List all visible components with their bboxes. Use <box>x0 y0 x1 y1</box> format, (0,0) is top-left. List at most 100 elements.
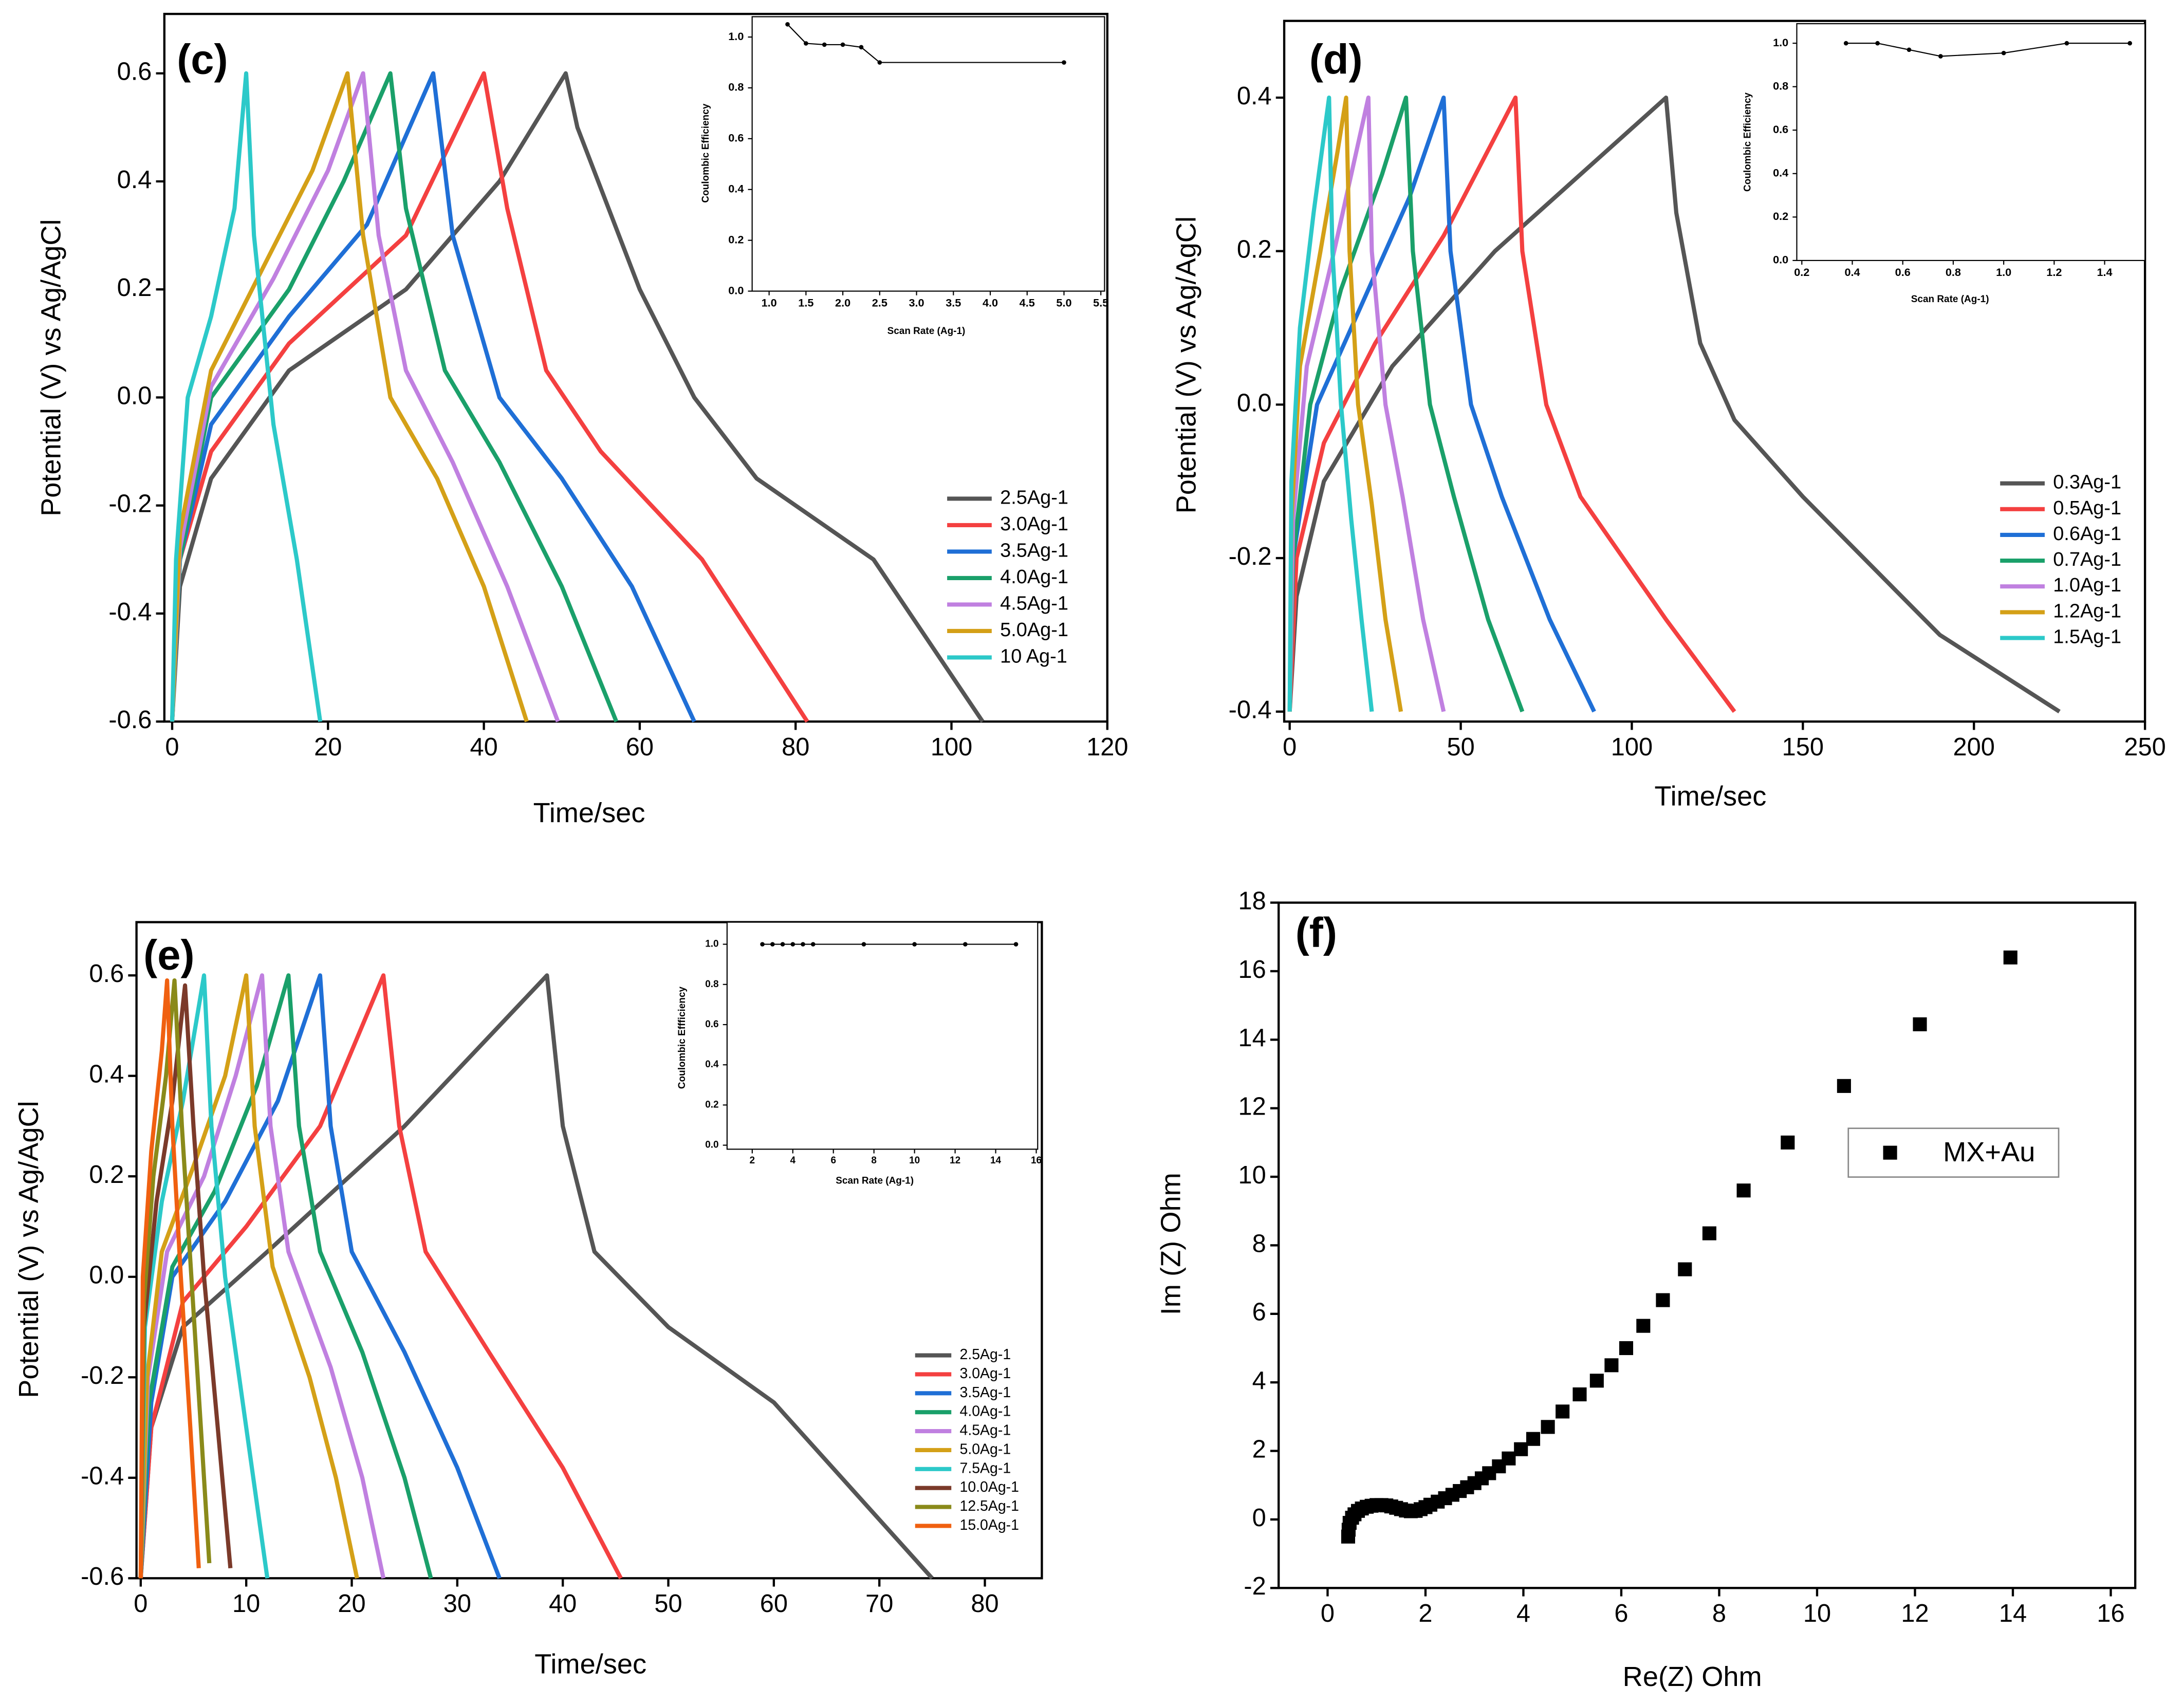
y-tick-label: 0.0 <box>1237 389 1272 417</box>
series-line <box>1287 95 1736 713</box>
x-axis-label: Time/sec <box>1655 781 1767 812</box>
legend-label: 4.0Ag-1 <box>960 1403 1011 1420</box>
y-axis-label: Potential (V) vs Ag/AgCl <box>13 1101 44 1398</box>
series-line <box>138 973 934 1580</box>
x-tick-label: 12 <box>950 1155 960 1166</box>
x-tick-label: 2.5 <box>872 296 887 309</box>
y-tick-label: 0.0 <box>117 382 152 410</box>
y-tick-label: -0.2 <box>108 490 152 518</box>
data-point <box>877 60 882 65</box>
x-tick-label: 80 <box>971 1590 998 1618</box>
data-point <box>801 942 805 947</box>
y-axis-label: Coulombic Efficiency <box>1743 92 1753 192</box>
y-tick-label: 0.6 <box>705 1019 718 1030</box>
y-tick-label: 2 <box>1252 1435 1266 1463</box>
x-tick-label: 6 <box>1614 1600 1628 1627</box>
y-tick-label: -0.6 <box>81 1563 124 1590</box>
plot-frame <box>1278 901 2137 1589</box>
y-tick-label: 0.6 <box>117 58 152 86</box>
x-tick-label: 3.5 <box>946 296 961 309</box>
data-point <box>1843 41 1848 46</box>
x-tick-label: 16 <box>2097 1600 2124 1627</box>
x-axis-label: Scan Rate (Ag-1) <box>887 326 966 337</box>
data-point <box>1556 1404 1570 1419</box>
data-point <box>760 942 765 947</box>
y-tick-label: 4 <box>1252 1367 1266 1395</box>
series-line <box>138 973 359 1579</box>
legend-label: 3.5Ag-1 <box>960 1384 1011 1401</box>
data-point <box>1678 1262 1692 1276</box>
data-point <box>2064 41 2069 46</box>
y-tick-label: -0.4 <box>1229 696 1272 724</box>
x-tick-label: 12 <box>1901 1600 1929 1627</box>
legend-label: 2.5Ag-1 <box>960 1346 1011 1363</box>
x-tick-label: 10 <box>232 1590 260 1618</box>
legend-label: 2.5Ag-1 <box>1000 487 1068 508</box>
data-point <box>1938 54 1943 59</box>
x-tick-label: 100 <box>1611 733 1653 761</box>
data-point <box>963 942 968 947</box>
y-tick-label: -0.2 <box>1229 543 1272 570</box>
series-line <box>138 978 212 1579</box>
series-line <box>1287 95 2061 714</box>
y-tick-label: 16 <box>1238 956 1266 984</box>
x-tick-label: 8 <box>871 1155 877 1166</box>
x-tick-label: 4 <box>1516 1600 1530 1627</box>
y-tick-label: 12 <box>1238 1093 1266 1121</box>
x-axis-label: Scan Rate (Ag-1) <box>836 1176 914 1187</box>
y-tick-label: 0.8 <box>728 81 744 94</box>
y-tick-label: 0.2 <box>117 274 152 302</box>
legend-label: 1.0Ag-1 <box>2053 574 2121 596</box>
data-point <box>785 22 790 27</box>
data-point <box>810 942 816 947</box>
y-tick-label: 0.6 <box>1773 123 1788 136</box>
x-axis-label: Time/sec <box>534 1648 646 1679</box>
y-tick-label: -2 <box>1244 1572 1266 1600</box>
data-point <box>790 942 795 947</box>
legend-label: 10.0Ag-1 <box>960 1479 1019 1495</box>
data-point <box>859 45 864 50</box>
x-tick-label: 40 <box>470 733 497 761</box>
y-tick-label: 0 <box>1252 1504 1266 1532</box>
data-point <box>2127 41 2132 46</box>
series-line <box>170 71 529 722</box>
y-tick-label: 8 <box>1252 1230 1266 1257</box>
x-tick-label: 100 <box>931 733 972 761</box>
y-tick-label: 0.0 <box>728 284 744 296</box>
data-point <box>1604 1358 1619 1373</box>
x-tick-label: 0 <box>165 733 179 761</box>
panel-label: (e) <box>143 932 194 979</box>
series-line <box>1287 95 1446 712</box>
legend-label: 0.6Ag-1 <box>2053 523 2121 545</box>
data-point <box>1837 1079 1851 1093</box>
y-tick-label: 1.0 <box>705 939 718 950</box>
y-axis-label: Potential (V) vs Ag/AgCl <box>1171 216 1201 513</box>
y-tick-label: -0.6 <box>108 706 152 734</box>
x-tick-label: 14 <box>1999 1600 2027 1627</box>
y-axis-label: Coulombic Effficiency <box>677 986 688 1089</box>
x-tick-label: 6 <box>830 1155 836 1166</box>
x-tick-label: 0.4 <box>1844 266 1860 279</box>
data-point <box>1875 41 1880 46</box>
y-tick-label: 0.2 <box>1773 210 1788 223</box>
x-tick-label: 1.0 <box>762 296 777 309</box>
x-tick-label: 60 <box>760 1590 788 1618</box>
x-tick-label: 150 <box>1782 733 1824 761</box>
x-tick-label: 3.0 <box>909 296 924 309</box>
series-line <box>1287 95 1374 712</box>
data-point <box>1907 47 1912 52</box>
x-tick-label: 40 <box>549 1590 577 1618</box>
legend-label: 7.5Ag-1 <box>960 1460 1011 1476</box>
data-point <box>1619 1341 1634 1356</box>
x-tick-label: 70 <box>865 1590 893 1618</box>
y-tick-label: 0.2 <box>705 1099 718 1110</box>
x-tick-label: 2 <box>1418 1600 1432 1627</box>
x-tick-label: 0 <box>1321 1600 1335 1627</box>
y-tick-label: 0.2 <box>1237 236 1272 264</box>
data-point <box>1656 1293 1670 1307</box>
y-tick-label: 1.0 <box>728 30 744 43</box>
y-tick-label: 0.4 <box>1773 166 1788 179</box>
data-point <box>1572 1387 1587 1402</box>
series-line <box>1287 95 1596 713</box>
x-tick-label: 14 <box>990 1155 1002 1166</box>
